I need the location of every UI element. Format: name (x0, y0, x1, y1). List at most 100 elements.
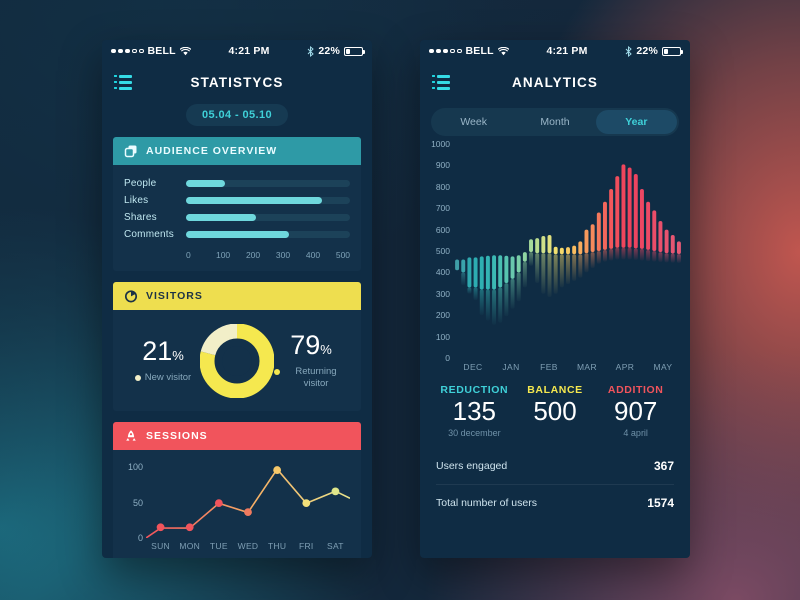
analytics-bar (639, 188, 644, 249)
analytics-bar (498, 255, 503, 288)
analytics-bar (652, 210, 657, 251)
audience-row-fill (186, 180, 226, 187)
analytics-bar-tail (522, 261, 527, 288)
analytics-tick: 300 (435, 288, 450, 299)
audience-tick: 500 (335, 250, 351, 260)
battery-percent-label: 22% (318, 45, 340, 57)
analytics-bar-tail (633, 248, 638, 260)
sessions-day-label: THU (267, 541, 287, 551)
sessions-data-point (273, 466, 282, 474)
audience-tick: 300 (275, 250, 291, 260)
segment-month[interactable]: Month (540, 116, 570, 128)
audience-row-fill (186, 231, 290, 238)
analytics-bar-tail (547, 253, 552, 298)
analytics-bar-tail (467, 287, 472, 294)
analytics-tick: 200 (435, 310, 450, 321)
new-visitor-legend-dot (134, 375, 141, 382)
analytics-bar-tail (676, 254, 681, 263)
audience-row-track (186, 231, 350, 238)
analytics-bar-tail (609, 248, 614, 261)
analytics-tick: 0 (445, 353, 450, 363)
analytics-bar (461, 259, 466, 273)
analytics-bar-tail (473, 287, 478, 301)
audience-row-label: Shares (124, 212, 157, 223)
analytics-bar-tail (578, 254, 583, 278)
analytics-bar (510, 256, 515, 279)
analytics-bar-tail (485, 289, 490, 321)
analytics-bar (646, 201, 651, 250)
analytics-bar (541, 236, 546, 254)
stat-addition: ADDITION 907 4 april (595, 384, 676, 438)
analytics-bar-tail (596, 251, 601, 264)
segment-year[interactable]: Year (595, 110, 677, 134)
audience-row-label: Likes (124, 195, 149, 206)
analytics-bar (516, 255, 521, 273)
wifi-icon (179, 46, 191, 55)
analytics-bar (596, 212, 601, 251)
audience-bar-chart: People Likes Shares Comments (124, 175, 350, 243)
card-sessions: SESSIONS 100 50 0 SUN MON TUE WED THU FRI SAT (113, 422, 361, 558)
sessions-day-label: MON (179, 541, 201, 551)
new-visitor-stat: 21% New visitor (126, 338, 200, 384)
analytics-bar-tail (492, 289, 497, 325)
analytics-bar (609, 188, 614, 249)
analytics-bar (566, 247, 570, 255)
audience-row: Likes (124, 192, 350, 209)
sessions-tick: 0 (137, 533, 143, 543)
analytics-bar-tail (479, 289, 484, 316)
analytics-bar (547, 234, 552, 254)
card-header-sessions: SESSIONS (113, 422, 361, 450)
analytics-bar (504, 255, 509, 284)
returning-visitor-stat: 79% Returning visitor (274, 332, 348, 390)
segment-week[interactable]: Week (460, 116, 487, 128)
stat-value: 500 (533, 396, 577, 426)
phone-statistics-screen: BELL 4:21 PM 22% STATISTYCS 05.04 - 05.1… (102, 40, 372, 558)
stat-label: BALANCE (527, 384, 583, 396)
analytics-bar-tail (510, 278, 515, 309)
stat-sublabel: 4 april (623, 427, 648, 438)
list-menu-icon[interactable] (114, 74, 132, 90)
kpi-row: Users engaged 367 (436, 448, 674, 484)
analytics-bar-tail (627, 247, 632, 260)
analytics-bar (553, 246, 558, 255)
analytics-bar-tail (615, 247, 620, 260)
analytics-tick: 500 (435, 246, 450, 256)
sessions-day-label: FRI (298, 541, 314, 551)
list-menu-icon[interactable] (432, 74, 450, 90)
card-title-visitors: VISITORS (146, 290, 203, 302)
analytics-bar-tail (461, 272, 466, 286)
analytics-bar (676, 241, 681, 254)
analytics-month-label: DEC (463, 362, 483, 372)
period-segmented-control[interactable]: Week Month Year (431, 108, 679, 136)
analytics-bar-tail (504, 283, 509, 317)
visitors-donut-chart (199, 323, 275, 399)
analytics-bar (479, 256, 484, 290)
analytics-bar (572, 245, 577, 255)
analytics-month-label: JAN (502, 362, 520, 372)
analytics-bar (603, 201, 607, 250)
analytics-bar (455, 259, 460, 271)
analytics-month-label: MAY (653, 362, 673, 372)
analytics-bar-tail (670, 253, 675, 263)
stat-value: 907 (613, 396, 658, 426)
battery-icon (662, 46, 683, 56)
analytics-bar (633, 173, 638, 249)
analytics-y-axis: 1000 900 800 700 600 500 400 300 200 100 0 (424, 139, 454, 363)
analytics-bar-tail (590, 252, 595, 269)
page-title: STATISTYCS (190, 74, 284, 90)
analytics-bar (535, 238, 540, 254)
sessions-day-label: SAT (327, 541, 344, 551)
sessions-data-point (214, 499, 223, 508)
audience-tick: 400 (305, 250, 321, 260)
analytics-x-axis: DEC JAN FEB MAR APR MAY (454, 362, 682, 372)
sessions-day-label: TUE (209, 541, 228, 551)
stat-label: REDUCTION (440, 384, 509, 396)
date-range-pill[interactable]: 05.04 - 05.10 (185, 104, 289, 126)
card-body-audience: People Likes Shares Comments 0 100 200 300 400 5… (113, 165, 361, 271)
kpi-label: Users engaged (436, 459, 508, 472)
analytics-bar-tail (639, 248, 644, 261)
audience-row-track (186, 197, 350, 204)
analytics-tick: 100 (435, 331, 450, 342)
